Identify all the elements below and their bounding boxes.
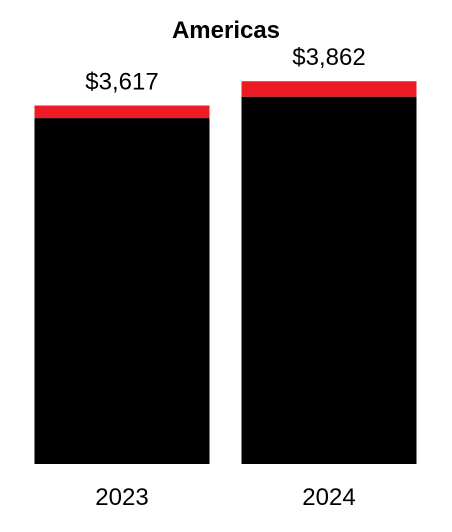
bar-segment-2023-series-2 [34, 105, 210, 119]
chart-title: Americas [172, 17, 280, 44]
bar-segment-2024-series-1 [241, 96, 417, 465]
x-tick-label-2023: 2023 [95, 484, 148, 511]
bar-segment-2024-series-2 [241, 81, 417, 97]
x-tick-label-2024: 2024 [302, 484, 355, 511]
total-label-2023: $3,617 [85, 69, 158, 96]
plot-area: $3,617 2023 $3,862 2024 [34, 44, 417, 511]
total-label-2024: $3,862 [292, 44, 365, 71]
bar-segment-2023-series-1 [34, 118, 210, 464]
